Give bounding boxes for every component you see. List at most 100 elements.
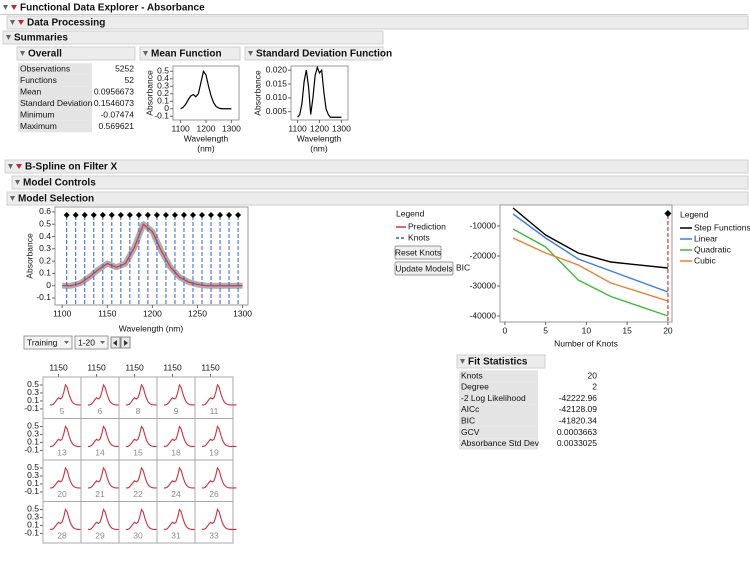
y-tick-label: 0.4 bbox=[157, 73, 169, 83]
function-curve bbox=[201, 508, 237, 530]
dropdown-label[interactable]: Training bbox=[27, 337, 58, 347]
table-label-cell bbox=[459, 381, 538, 393]
dropdown-arrow bbox=[64, 341, 69, 344]
nav-arrow bbox=[124, 340, 128, 346]
section-title: Model Selection bbox=[18, 194, 94, 205]
legend-title: Legend bbox=[396, 208, 425, 218]
button[interactable] bbox=[394, 261, 454, 276]
button-label[interactable]: Update Models bbox=[395, 263, 452, 273]
y-tick-label: 0.3 bbox=[157, 81, 169, 91]
function-curve bbox=[125, 466, 161, 489]
nav-arrow bbox=[113, 340, 117, 346]
disclosure-toggle[interactable] bbox=[6, 35, 11, 40]
section-title: Mean Function bbox=[151, 49, 222, 60]
knot-marker[interactable] bbox=[153, 212, 160, 218]
x-tick-label: 1200 bbox=[310, 123, 329, 133]
knot-marker[interactable] bbox=[226, 212, 233, 218]
red-triangle-menu[interactable] bbox=[16, 164, 22, 169]
knot-marker[interactable] bbox=[63, 212, 70, 218]
table-label-cell bbox=[459, 426, 538, 439]
function-id: 26 bbox=[209, 489, 219, 499]
dropdown-label[interactable]: 1-20 bbox=[78, 337, 95, 347]
legend-label: Quadratic bbox=[694, 244, 732, 254]
y-tick-label: 0.5 bbox=[27, 379, 39, 389]
knot-marker[interactable] bbox=[171, 212, 178, 218]
knot-marker[interactable] bbox=[117, 212, 124, 218]
y-tick-label: 0 bbox=[46, 280, 51, 290]
legend-title: Legend bbox=[680, 209, 709, 219]
header-bar bbox=[456, 354, 546, 369]
knot-marker[interactable] bbox=[180, 212, 187, 218]
knot-marker[interactable] bbox=[72, 212, 79, 218]
table-value: 0.0003663 bbox=[557, 427, 597, 437]
y-tick-label: -40000 bbox=[470, 310, 497, 320]
table-label-cell bbox=[459, 438, 538, 450]
knot-marker[interactable] bbox=[162, 212, 169, 218]
section-title: Data Processing bbox=[27, 18, 105, 29]
knot-marker[interactable] bbox=[126, 212, 133, 218]
table-label-cell bbox=[18, 109, 92, 121]
y-tick-label: 0.1 bbox=[27, 478, 39, 488]
x-tick-label: 1300 bbox=[233, 308, 252, 318]
function-curve bbox=[87, 425, 123, 447]
y-tick-label: 0.3 bbox=[27, 429, 39, 439]
disclosure-toggle[interactable] bbox=[10, 196, 15, 201]
disclosure-toggle[interactable] bbox=[10, 20, 15, 25]
red-triangle-menu[interactable] bbox=[18, 20, 24, 25]
header-bar bbox=[6, 191, 749, 206]
knot-marker[interactable] bbox=[189, 212, 196, 218]
section-title: Fit Statistics bbox=[468, 357, 528, 368]
disclosure-toggle[interactable] bbox=[20, 51, 25, 56]
knot-marker[interactable] bbox=[208, 212, 215, 218]
knot-marker[interactable] bbox=[81, 212, 88, 218]
x-tick-label: 1200 bbox=[197, 123, 216, 133]
disclosure-toggle[interactable] bbox=[460, 359, 465, 364]
disclosure-toggle[interactable] bbox=[248, 51, 253, 56]
button[interactable] bbox=[394, 245, 442, 260]
header-bar bbox=[244, 46, 384, 61]
y-tick-label: -30000 bbox=[470, 280, 497, 290]
disclosure-toggle[interactable] bbox=[143, 51, 148, 56]
function-curve bbox=[49, 508, 85, 530]
disclosure-toggle[interactable] bbox=[8, 164, 13, 169]
dropdown[interactable] bbox=[23, 335, 73, 350]
knot-marker[interactable] bbox=[199, 212, 206, 218]
knot-marker[interactable] bbox=[108, 212, 115, 218]
selected-knots-handle[interactable] bbox=[664, 210, 672, 217]
knot-marker[interactable] bbox=[144, 212, 151, 218]
dropdown[interactable] bbox=[74, 335, 109, 350]
x-tick-label: 1200 bbox=[143, 308, 162, 318]
section-title: Functional Data Explorer - Absorbance bbox=[20, 3, 205, 14]
knot-marker[interactable] bbox=[217, 212, 224, 218]
y-tick-label: 0.1 bbox=[27, 437, 39, 447]
knot-marker[interactable] bbox=[99, 212, 106, 218]
button-label[interactable]: Reset Knots bbox=[395, 247, 441, 257]
function-id: 33 bbox=[209, 530, 219, 540]
y-tick-label: 0.1 bbox=[157, 96, 169, 106]
knot-marker[interactable] bbox=[235, 212, 242, 218]
disclosure-toggle[interactable] bbox=[3, 5, 8, 10]
function-curve bbox=[49, 425, 85, 447]
x-tick-label: 15 bbox=[622, 325, 632, 335]
y-tick-label: 0.3 bbox=[27, 512, 39, 522]
header-bar bbox=[4, 159, 749, 174]
table-label: -2 Log Likelihood bbox=[461, 393, 526, 403]
y-tick-label: 0 bbox=[164, 103, 169, 113]
red-triangle-menu[interactable] bbox=[11, 5, 17, 10]
y-tick-label: -0.1 bbox=[24, 528, 39, 538]
y-tick-label: 0.5 bbox=[27, 504, 39, 514]
function-curve bbox=[163, 383, 199, 406]
function-id: 11 bbox=[210, 406, 219, 416]
knot-marker[interactable] bbox=[90, 212, 97, 218]
table-value: 0.0956673 bbox=[94, 86, 134, 96]
table-value: 20 bbox=[588, 370, 598, 380]
table-label: AICc bbox=[461, 404, 480, 414]
knot-marker[interactable] bbox=[135, 212, 142, 218]
header-bar bbox=[16, 46, 136, 61]
table-label-cell bbox=[18, 120, 92, 133]
y-tick-label: 0.005 bbox=[266, 106, 288, 116]
disclosure-toggle[interactable] bbox=[15, 180, 20, 185]
table-label: BIC bbox=[461, 415, 475, 425]
function-id: 24 bbox=[171, 489, 181, 499]
